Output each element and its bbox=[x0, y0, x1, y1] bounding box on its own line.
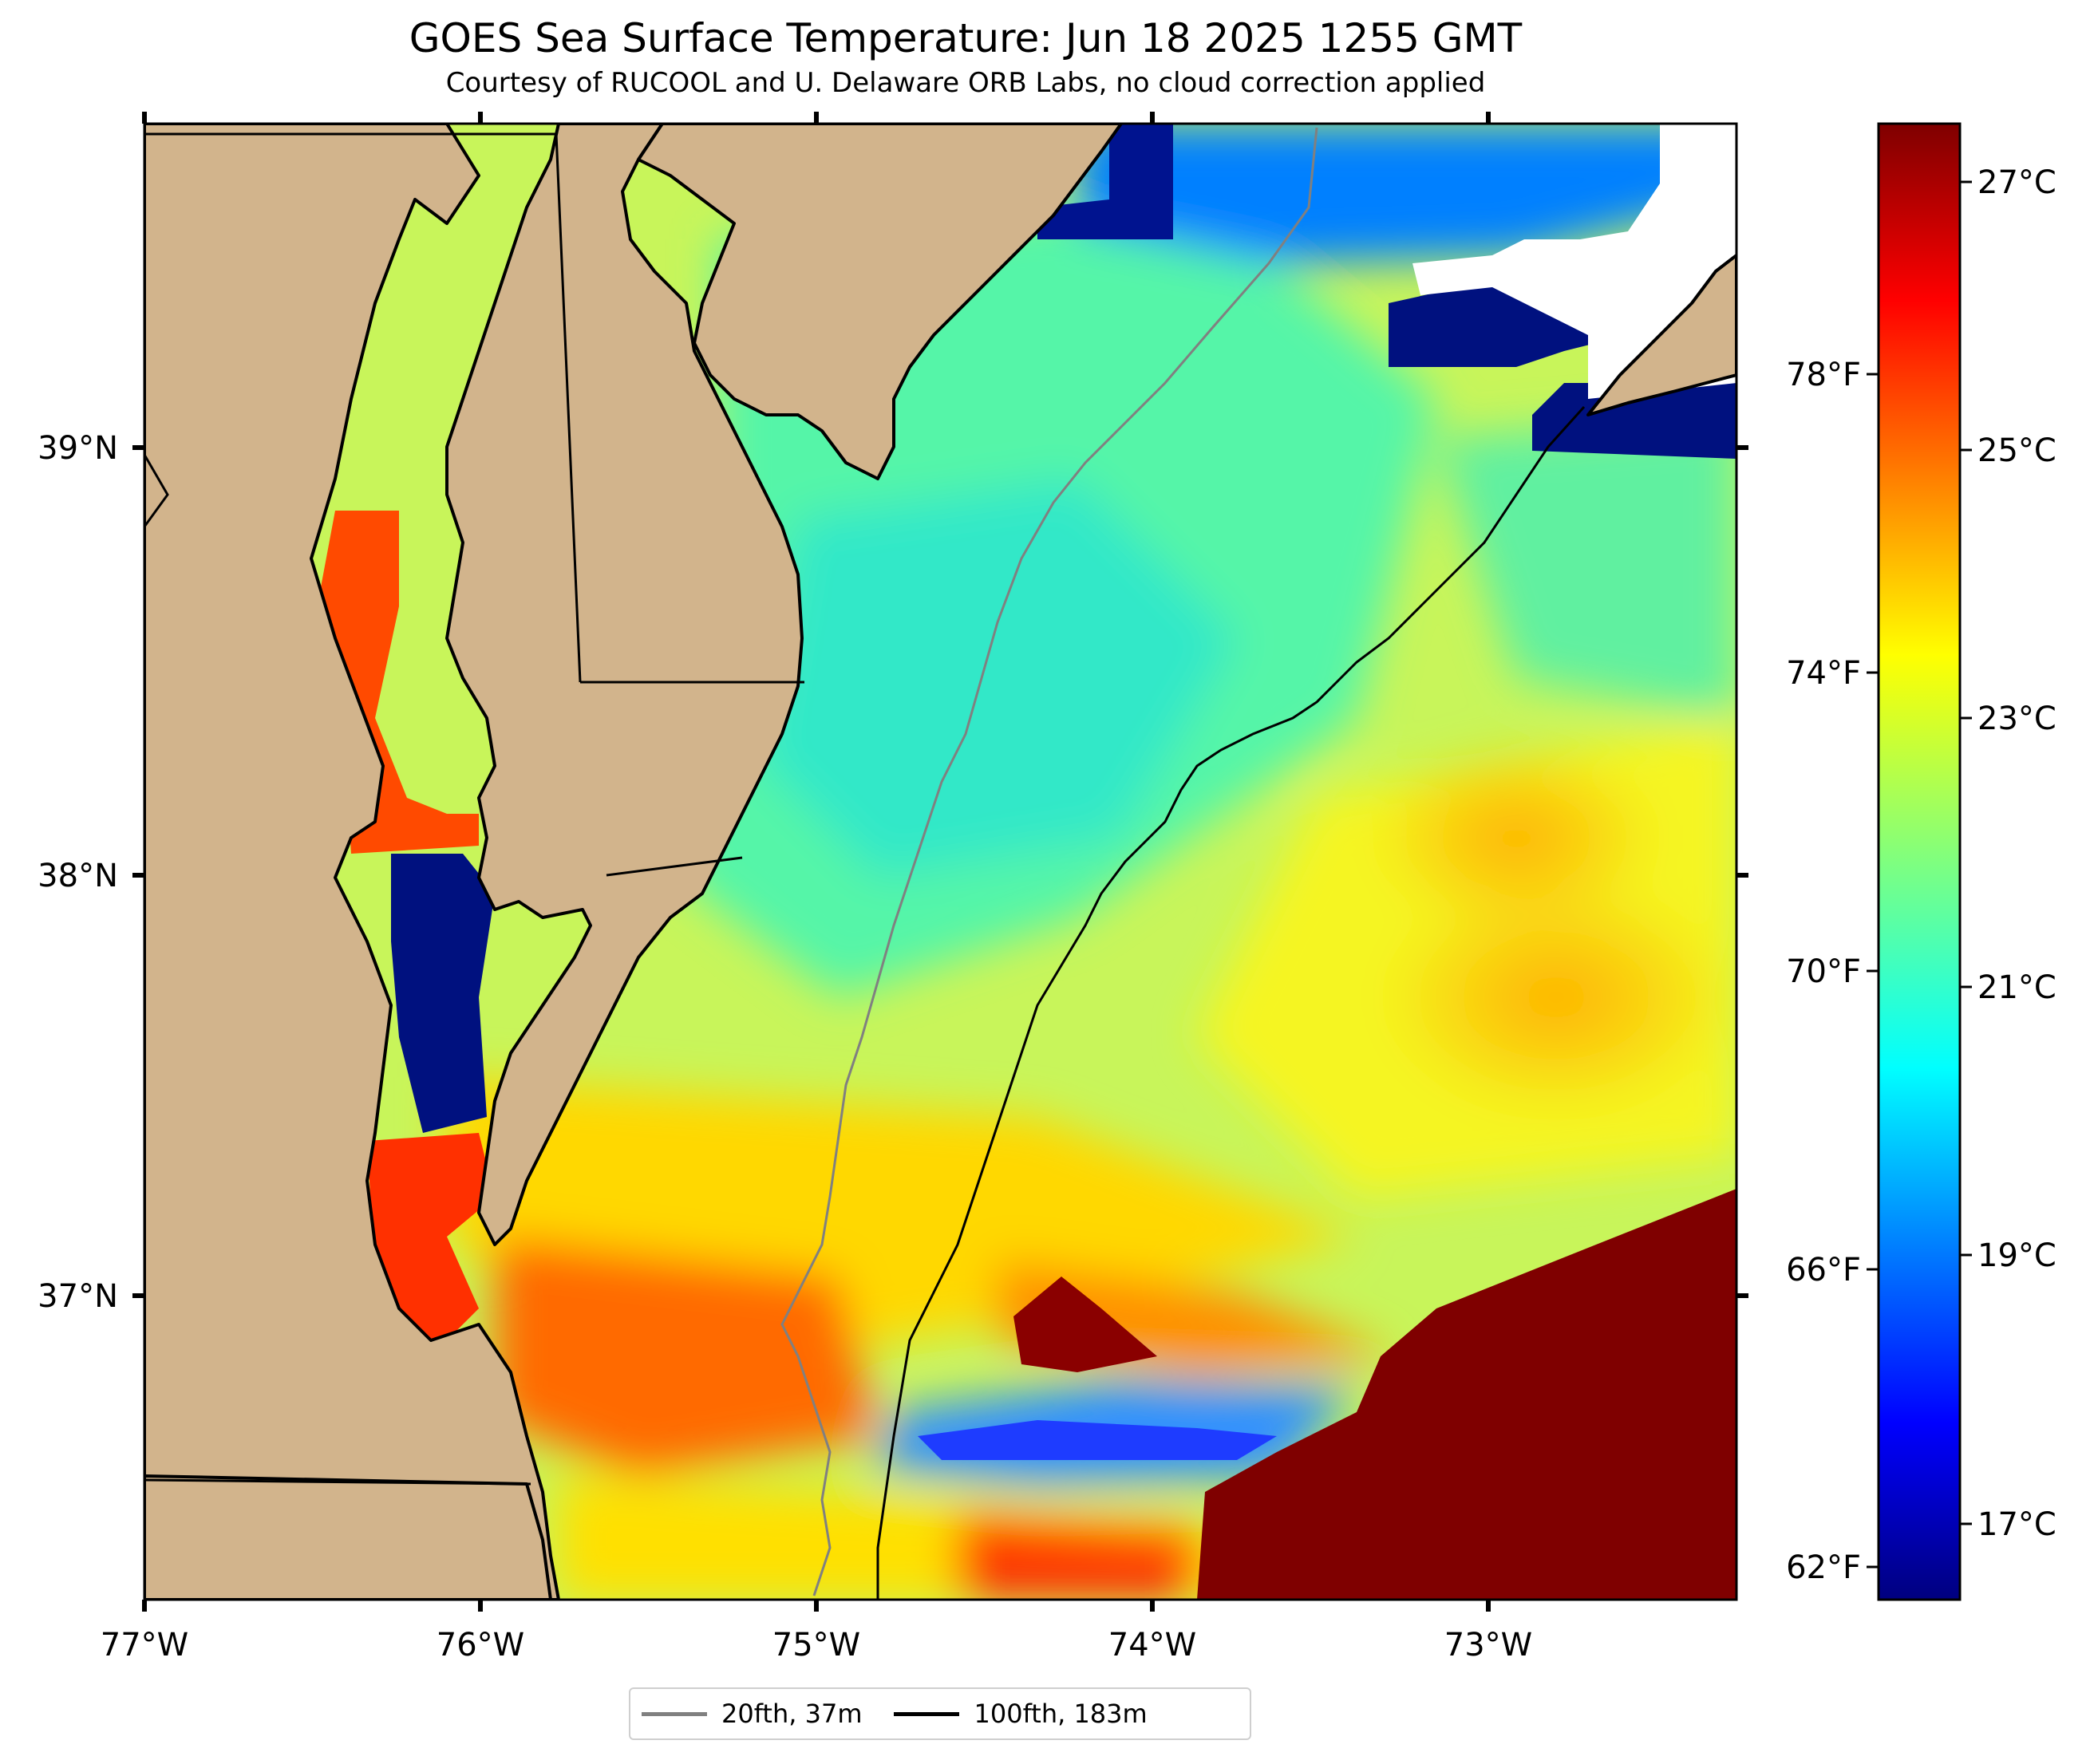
legend-swatch bbox=[894, 1711, 960, 1716]
contour-legend: 20fth, 37m 100fth, 183m bbox=[629, 1687, 1251, 1740]
lat-label: 39°N bbox=[38, 430, 118, 467]
colorbar-f-label: 78°F bbox=[1786, 357, 1861, 393]
lon-label: 73°W bbox=[1444, 1627, 1532, 1663]
colorbar-c-label: 21°C bbox=[1977, 969, 2056, 1006]
legend-item-20fth: 20fth, 37m bbox=[642, 1699, 862, 1729]
lat-label: 37°N bbox=[38, 1278, 118, 1315]
colorbar-c-label: 25°C bbox=[1977, 432, 2056, 469]
lon-label: 75°W bbox=[772, 1627, 860, 1663]
lon-label: 76°W bbox=[437, 1627, 524, 1663]
lat-tick-labels: 39°N 38°N 37°N bbox=[38, 430, 118, 1315]
colorbar-f-label: 66°F bbox=[1786, 1252, 1861, 1288]
page-title: GOES Sea Surface Temperature: Jun 18 202… bbox=[409, 15, 1523, 61]
lon-label: 77°W bbox=[101, 1627, 188, 1663]
contour-100fth bbox=[876, 405, 1586, 1600]
state-borders bbox=[144, 132, 804, 1486]
colorbar-f-label: 74°F bbox=[1786, 655, 1861, 692]
colorbar-c-label: 23°C bbox=[1977, 700, 2056, 737]
legend-swatch bbox=[642, 1711, 707, 1716]
colorbar: 27°C 25°C 23°C 21°C 19°C 17°C 78°F 74°F … bbox=[1786, 122, 2056, 1601]
legend-label: 20fth, 37m bbox=[721, 1699, 863, 1729]
colorbar-f-label: 70°F bbox=[1786, 953, 1861, 990]
colorbar-c-label: 27°C bbox=[1977, 164, 2056, 201]
contour-20fth bbox=[780, 127, 1318, 1596]
lon-label: 74°W bbox=[1108, 1627, 1196, 1663]
colorbar-c-label: 17°C bbox=[1977, 1506, 2056, 1543]
bathymetry-contours bbox=[780, 127, 1586, 1600]
plot-frame bbox=[143, 122, 1738, 1601]
lon-tick-labels: 77°W 76°W 75°W 74°W 73°W bbox=[101, 1627, 1532, 1663]
legend-label: 100fth, 183m bbox=[974, 1699, 1148, 1729]
colorbar-c-label: 19°C bbox=[1977, 1237, 2056, 1274]
lon-ticks bbox=[142, 112, 1491, 1612]
legend-item-100fth: 100fth, 183m bbox=[894, 1699, 1148, 1729]
page-subtitle: Courtesy of RUCOOL and U. Delaware ORB L… bbox=[445, 67, 1486, 99]
lat-label: 38°N bbox=[38, 858, 118, 894]
colorbar-gradient bbox=[1877, 122, 1962, 1601]
colorbar-f-label: 62°F bbox=[1786, 1549, 1861, 1586]
lat-ticks bbox=[132, 445, 1748, 1298]
land bbox=[144, 124, 1736, 1600]
sst-field bbox=[144, 124, 1736, 1600]
